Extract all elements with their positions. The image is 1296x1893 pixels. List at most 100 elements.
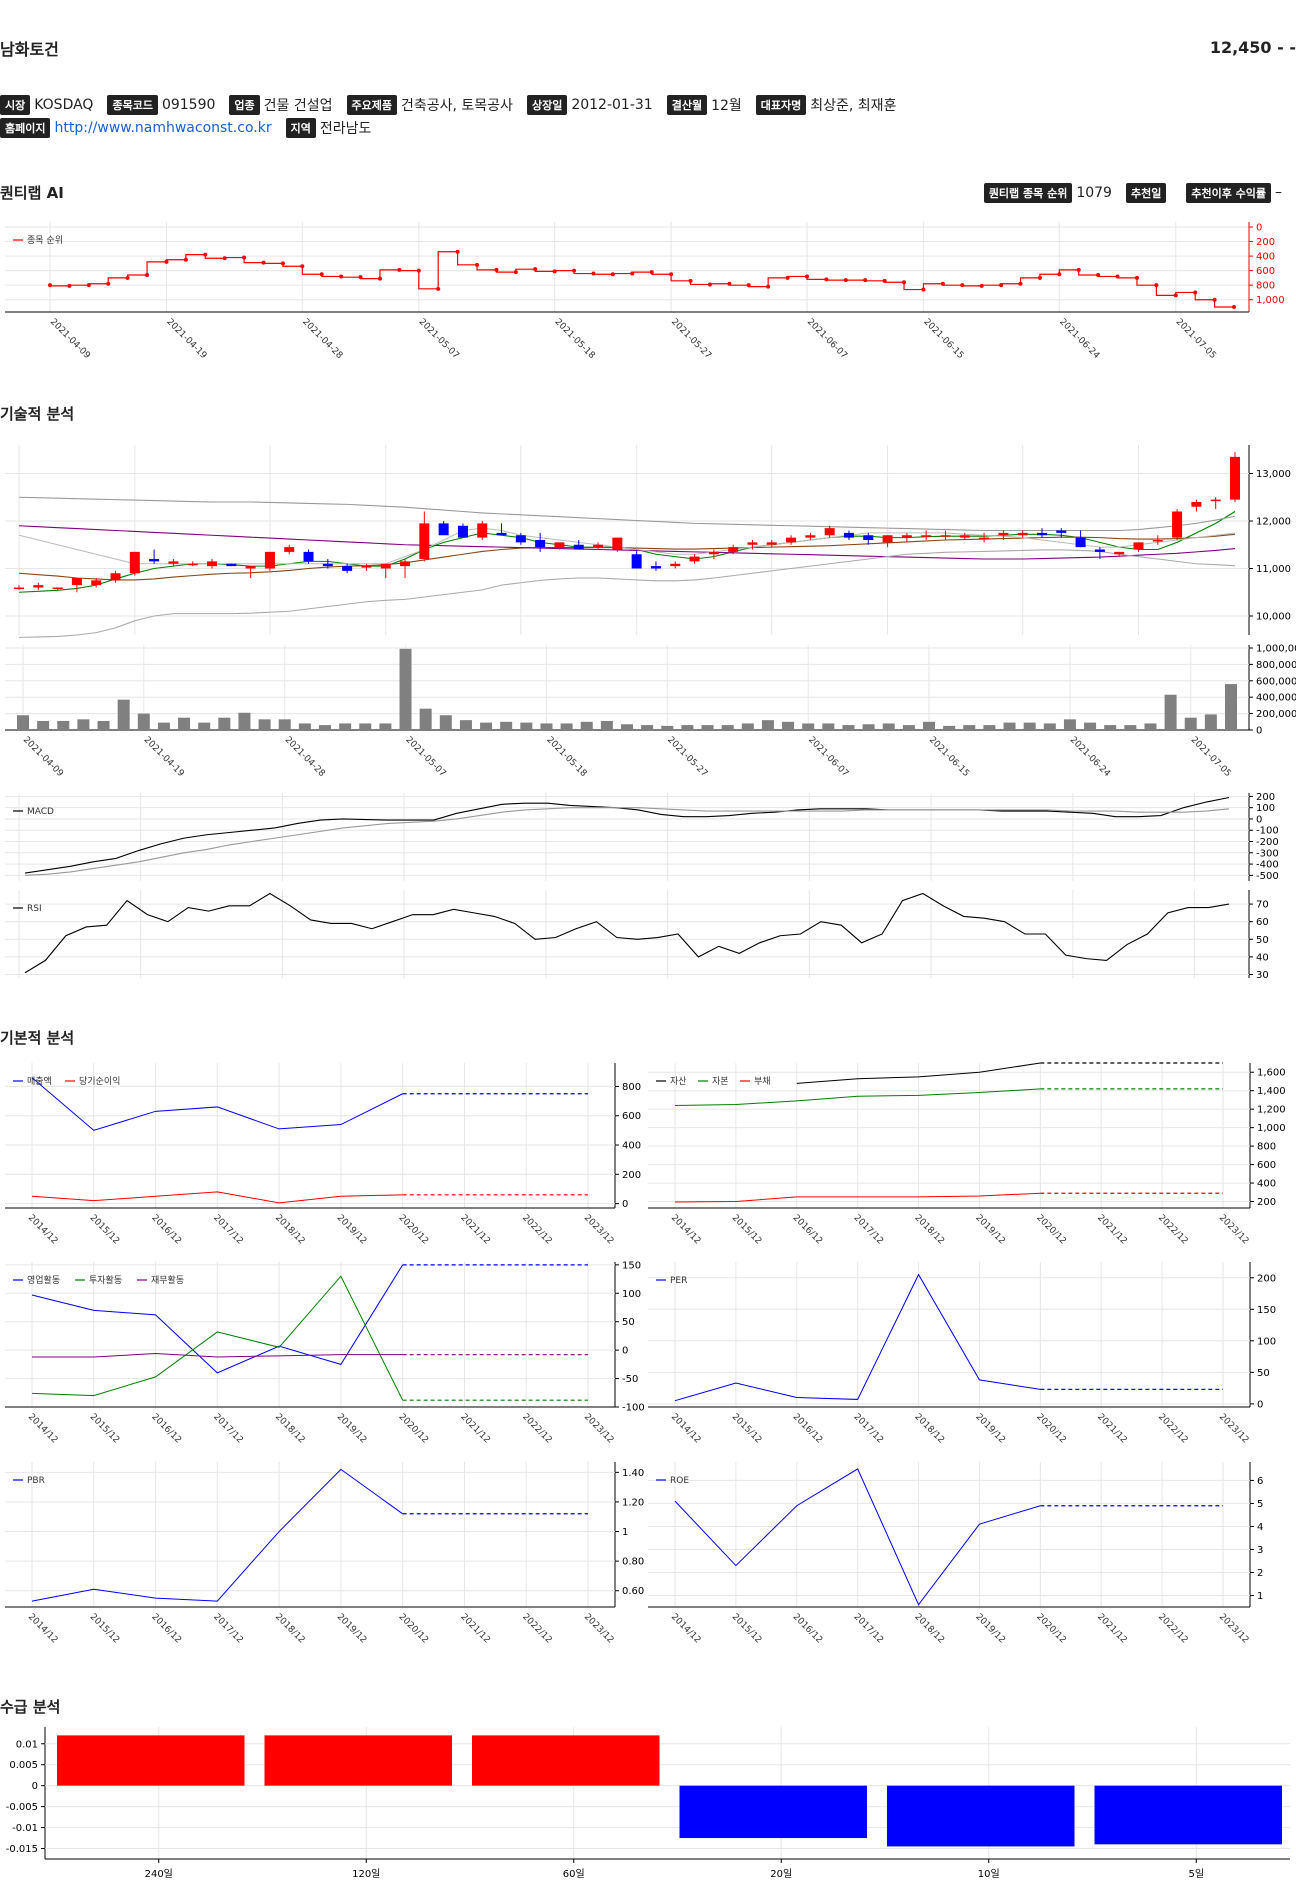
rank-point — [436, 286, 441, 291]
x-tick-label: 2019/12 — [335, 1412, 369, 1446]
legend-label: 자산 — [670, 1076, 687, 1087]
volume-bar — [359, 723, 372, 730]
volume-bar — [258, 719, 271, 730]
x-tick-label: 2020/12 — [397, 1612, 431, 1646]
candle-body — [91, 580, 102, 586]
rank-point — [843, 278, 848, 283]
x-tick-label: 2017/12 — [852, 1612, 886, 1646]
info-badge: 시장 — [0, 94, 31, 115]
x-tick-label: 2021-04-28 — [283, 735, 327, 779]
supply-bar — [679, 1785, 867, 1839]
candle-body — [670, 563, 681, 567]
rank-point — [280, 261, 285, 266]
rec-day-badge: 추천일 — [1125, 182, 1167, 203]
x-tick-label: 2021-05-18 — [544, 735, 588, 779]
y-tick-label: 70 — [1256, 900, 1269, 911]
x-tick-label: 2021-06-07 — [806, 735, 850, 779]
indicator-line — [18, 549, 1236, 638]
rank-value: 1079 — [1076, 184, 1112, 201]
candle-body — [1152, 540, 1163, 542]
candle-body — [1036, 532, 1047, 536]
y-tick-label: -400 — [1256, 860, 1279, 871]
section-ai: 퀀티랩 AI — [0, 184, 64, 202]
candle-body — [361, 566, 372, 568]
rank-point — [649, 270, 654, 275]
y-tick-label: 0 — [1257, 1399, 1263, 1410]
rank-point — [145, 273, 150, 277]
volume-bar — [218, 717, 231, 730]
volume-bar — [319, 725, 331, 730]
volume-bar — [439, 715, 452, 730]
candle-body — [496, 532, 507, 536]
candle-body — [593, 544, 604, 548]
rank-point — [300, 264, 305, 269]
volume-bar — [822, 723, 835, 730]
x-tick-label: 2017/12 — [211, 1412, 245, 1446]
candle-body — [1017, 532, 1028, 536]
y-tick-label: 100 — [1257, 1336, 1276, 1347]
candle-body — [438, 523, 449, 536]
x-tick-label: 2014/12 — [669, 1412, 703, 1446]
y-tick-label: -200 — [1256, 837, 1279, 848]
volume-bar — [178, 717, 191, 730]
candle-body — [187, 563, 198, 566]
y-tick-label: 1,200 — [1257, 1105, 1286, 1116]
homepage-link[interactable]: http://www.namhwaconst.co.kr — [54, 119, 272, 136]
y-tick-label: -100 — [622, 1403, 645, 1414]
rank-point — [48, 283, 52, 288]
candle-body — [824, 528, 835, 536]
x-tick-label: 2015/12 — [88, 1612, 122, 1646]
legend-label: 부채 — [754, 1076, 771, 1087]
x-tick-label: 2021-06-24 — [1068, 735, 1112, 779]
info-value: 건물 건설업 — [263, 97, 333, 114]
candle-body — [959, 535, 970, 538]
x-tick-label: 60일 — [563, 1868, 585, 1880]
candle-body — [264, 551, 275, 569]
candle-body — [1056, 530, 1067, 533]
candle-body — [1094, 549, 1105, 552]
candle-body — [1133, 542, 1144, 550]
candle-body — [342, 566, 353, 571]
x-tick-label: 2021-05-07 — [403, 735, 447, 779]
rank-point — [1134, 275, 1139, 280]
y-tick-label: 400 — [1256, 252, 1275, 263]
x-tick-label: 2021-04-19 — [164, 317, 208, 361]
info-value: KOSDAQ — [34, 96, 94, 113]
y-tick-label: -500 — [1256, 871, 1279, 882]
candle-body — [612, 537, 623, 550]
volume-bar — [1023, 722, 1036, 730]
y-tick-label: 12,000 — [1256, 517, 1291, 528]
cashflow-series-line — [32, 1353, 403, 1358]
rank-point — [552, 269, 557, 274]
x-tick-label: 2023/12 — [1217, 1412, 1251, 1446]
x-tick-label: 2017/12 — [852, 1213, 886, 1247]
y-tick-label: 1 — [1257, 1591, 1263, 1602]
y-tick-label: 150 — [622, 1260, 641, 1271]
x-tick-label: 2019/12 — [335, 1612, 369, 1646]
info-value: 12월 — [711, 97, 742, 114]
legend-label: PER — [670, 1276, 687, 1286]
volume-chart: 0 200,000 400,000 600,000 800,000 1,000,000 20… — [5, 644, 1296, 779]
y-tick-label: 2 — [1257, 1568, 1263, 1579]
income-chart: 0 200 400 600 800 2014/12 2015/12 2016/12 2017/1… — [5, 1063, 641, 1247]
candle-body — [284, 547, 295, 552]
x-tick-label: 2021-06-07 — [805, 317, 849, 361]
x-tick-label: 2021-05-07 — [417, 317, 461, 361]
y-tick-label: 0 — [1256, 814, 1262, 825]
rank-point — [1212, 297, 1217, 302]
x-tick-label: 2019/12 — [973, 1412, 1007, 1446]
plot-background — [5, 1462, 615, 1607]
rank-point — [785, 275, 790, 280]
legend-label: 영업활동 — [27, 1274, 60, 1286]
candle-body — [419, 523, 430, 559]
volume-bar — [1043, 723, 1056, 730]
x-tick-label: 2020/12 — [1034, 1213, 1068, 1247]
x-tick-label: 2015/12 — [730, 1412, 764, 1446]
info-value: 2012-01-31 — [571, 96, 653, 113]
legend-label: 재무활동 — [151, 1274, 184, 1286]
y-tick-label: 600 — [622, 1111, 641, 1122]
rank-point — [533, 267, 538, 272]
candle-body — [129, 551, 140, 574]
y-tick-label: 600,000 — [1256, 676, 1296, 687]
candle-body — [1114, 551, 1125, 555]
